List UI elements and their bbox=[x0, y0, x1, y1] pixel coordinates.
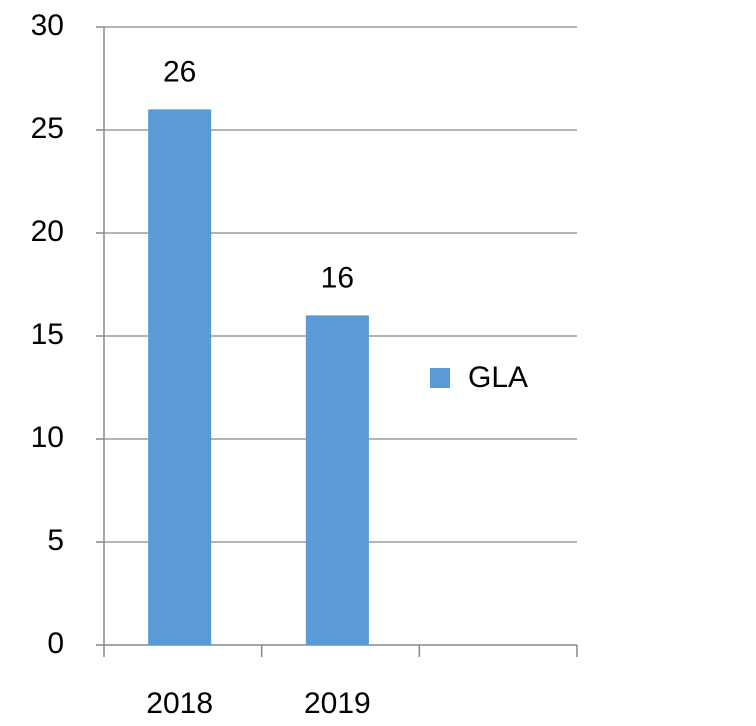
y-tick-label: 10 bbox=[31, 421, 64, 454]
x-tick-label: 2019 bbox=[304, 687, 371, 720]
x-tick-label: 2018 bbox=[146, 687, 213, 720]
y-tick-label: 5 bbox=[47, 524, 64, 557]
legend-swatch bbox=[430, 368, 450, 388]
data-label: 26 bbox=[163, 55, 196, 88]
y-tick-label: 30 bbox=[31, 9, 64, 42]
data-label: 16 bbox=[321, 261, 354, 294]
y-tick-label: 0 bbox=[47, 627, 64, 660]
bar bbox=[305, 315, 369, 645]
y-tick-label: 25 bbox=[31, 112, 64, 145]
y-tick-label: 20 bbox=[31, 215, 64, 248]
y-tick-label: 15 bbox=[31, 318, 64, 351]
legend-label: GLA bbox=[468, 361, 528, 394]
bar bbox=[148, 109, 212, 645]
